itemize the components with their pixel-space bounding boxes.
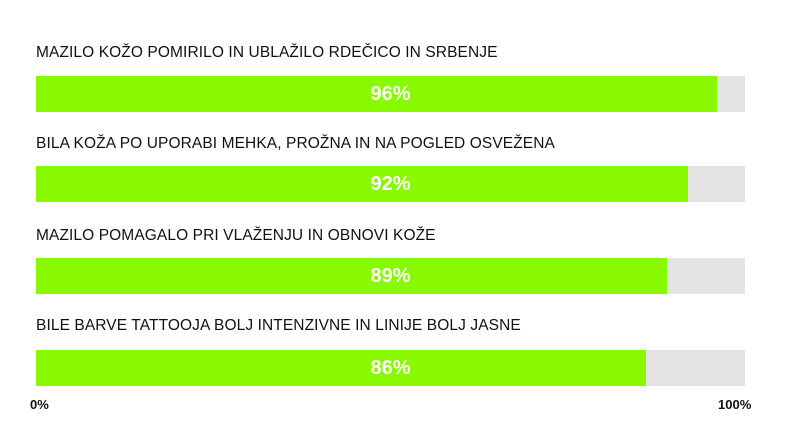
- bar: [36, 76, 717, 112]
- data-label: 89%: [370, 265, 411, 287]
- tick-label-min: 0%: [30, 397, 49, 412]
- bar: [36, 166, 689, 202]
- data-label: 86%: [370, 357, 411, 379]
- bar-track: 92%: [36, 166, 745, 202]
- bar: [36, 350, 646, 386]
- data-label: 92%: [370, 173, 411, 195]
- category-label: BILE BARVE TATTOOJA BOLJ INTENZIVNE IN L…: [36, 317, 521, 334]
- category-label: BILA KOŽA PO UPORABI MEHKA, PROŽNA IN NA…: [36, 135, 555, 152]
- bar-track: 89%: [36, 258, 745, 294]
- bar-track: 96%: [36, 76, 745, 112]
- data-label: 96%: [370, 83, 411, 105]
- bar-track: 86%: [36, 350, 745, 386]
- category-label: MAZILO POMAGALO PRI VLAŽENJU IN OBNOVI K…: [36, 227, 436, 244]
- bar: [36, 258, 667, 294]
- category-label: MAZILO KOŽO POMIRILO IN UBLAŽILO RDEČICO…: [36, 44, 498, 61]
- tick-label-max: 100%: [718, 397, 752, 412]
